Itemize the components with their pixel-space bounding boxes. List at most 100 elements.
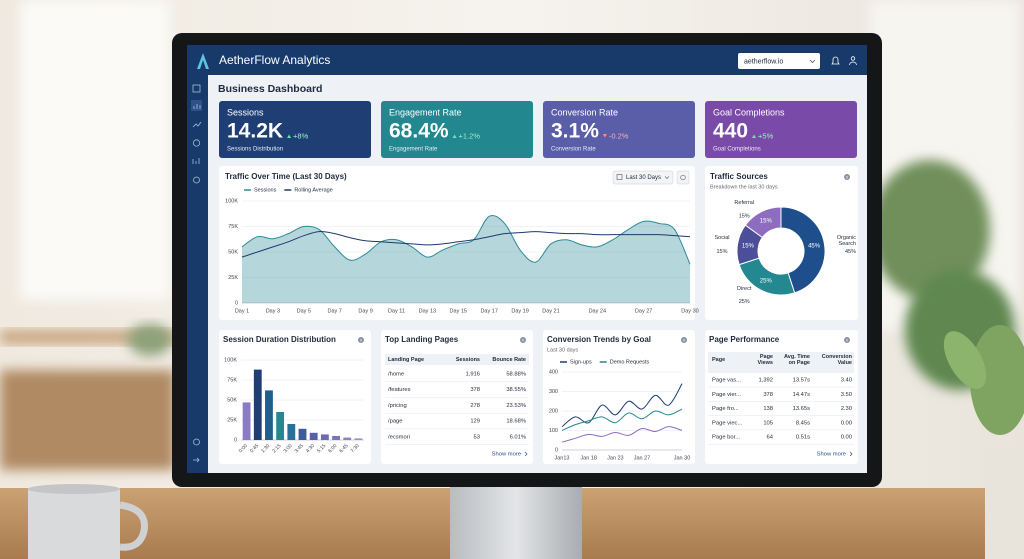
slice-label: Referral bbox=[734, 200, 754, 207]
kpi-label: Engagement Rate bbox=[389, 107, 462, 117]
column-header: Page Views bbox=[757, 354, 774, 366]
panel-title: Session Duration Distribution bbox=[223, 335, 336, 344]
slice-percent: 45% bbox=[845, 249, 856, 255]
x-tick-label: Day 19 bbox=[511, 308, 528, 314]
legend-label: Demo Requests bbox=[610, 359, 650, 365]
kpi-caption: Goal Completions bbox=[713, 147, 761, 153]
x-tick-label: Jan13 bbox=[555, 455, 570, 461]
chevron bbox=[849, 451, 853, 457]
kpi-caption: Engagement Rate bbox=[389, 147, 438, 153]
table-cell: 38.55% bbox=[506, 387, 526, 393]
column-header: Bounce Rate bbox=[492, 357, 526, 363]
bell-icon[interactable] bbox=[831, 56, 840, 65]
x-tick-label: Day 3 bbox=[266, 308, 280, 314]
legend-label: Rolling Average bbox=[294, 187, 332, 193]
column-header-box: Page Views bbox=[757, 354, 774, 366]
y-tick-label: 300 bbox=[549, 389, 558, 395]
column-header-box: Avg. Time on Page bbox=[784, 354, 810, 366]
x-tick-label: Jan 23 bbox=[607, 455, 624, 461]
kpi-trend-arrow bbox=[287, 134, 292, 138]
kpi-trend-arrow bbox=[602, 134, 607, 138]
table-cell: 0.00 bbox=[841, 420, 852, 426]
x-tick-label: Day 5 bbox=[297, 308, 311, 314]
table-cell: 3.40 bbox=[841, 378, 852, 384]
kpi-caption: Conversion Rate bbox=[551, 147, 596, 153]
line bbox=[561, 426, 683, 443]
table-cell: 1,392 bbox=[758, 378, 773, 384]
column-header: Sessions bbox=[456, 357, 480, 363]
table-cell: Page viec... bbox=[712, 420, 743, 426]
y-tick-label: 0 bbox=[555, 447, 558, 453]
x-tick-label: 7:30 bbox=[350, 443, 361, 454]
kpi-card bbox=[219, 101, 371, 158]
y-tick-label: 0 bbox=[234, 437, 237, 443]
x-tick-label: 5:15 bbox=[316, 443, 327, 454]
range-select[interactable] bbox=[612, 170, 674, 185]
account-select[interactable] bbox=[738, 53, 820, 69]
kpi-caption: Sessions Distribution bbox=[227, 147, 283, 153]
table-header-bg bbox=[708, 352, 854, 373]
y-tick-label: 100K bbox=[225, 198, 238, 204]
slice-label: Organic Search bbox=[836, 235, 856, 248]
y-tick-label: 0 bbox=[235, 300, 238, 306]
x-tick-label: Day 30 bbox=[681, 308, 698, 314]
table-cell: 0.51s bbox=[796, 435, 810, 441]
slice-label: Direct bbox=[737, 285, 752, 292]
pie-slice bbox=[744, 206, 782, 239]
slice-percent: 15% bbox=[739, 214, 750, 220]
info-icon-mark bbox=[522, 339, 524, 342]
kpi-trend-arrow bbox=[452, 134, 457, 138]
table-cell: 6.01% bbox=[510, 434, 526, 440]
x-tick-label: 6:45 bbox=[338, 443, 349, 454]
y-tick-label: 50K bbox=[227, 397, 237, 403]
panel-title: Traffic Over Time (Last 30 Days) bbox=[225, 172, 347, 181]
y-tick-label: 200 bbox=[549, 408, 558, 414]
x-tick-label: Day 21 bbox=[542, 308, 559, 314]
column-header: Conversion Value bbox=[821, 354, 852, 366]
slice-label-box: Direct bbox=[737, 285, 752, 292]
table-cell: 64 bbox=[767, 435, 774, 441]
panel-title: Top Landing Pages bbox=[385, 335, 459, 344]
kpi-value: 440 bbox=[713, 120, 748, 143]
y-tick-label: 75K bbox=[227, 377, 237, 383]
kpi-label: Goal Completions bbox=[713, 107, 785, 117]
bar bbox=[265, 390, 273, 440]
x-tick-label: Jan 30 bbox=[674, 455, 691, 461]
user-icon[interactable] bbox=[850, 56, 856, 61]
x-tick-label: Jan 27 bbox=[634, 455, 651, 461]
show-more-link[interactable]: Show more bbox=[492, 452, 521, 458]
kpi-value: 14.2K bbox=[227, 120, 283, 143]
kpi-label: Conversion Rate bbox=[551, 107, 618, 117]
panel-title: Conversion Trends by Goal bbox=[547, 335, 651, 344]
kpi-card bbox=[381, 101, 533, 158]
page-title: Business Dashboard bbox=[218, 83, 322, 95]
y-tick-label: 400 bbox=[549, 369, 558, 375]
slice-percent: 15% bbox=[716, 249, 727, 255]
table-cell: Page fro... bbox=[712, 406, 739, 412]
table-cell: 0.00 bbox=[841, 435, 852, 441]
y-tick-label: 25K bbox=[227, 417, 237, 423]
slice-percent: 25% bbox=[739, 299, 750, 305]
settings-button[interactable] bbox=[676, 170, 690, 185]
kpi-change: +8% bbox=[293, 131, 309, 140]
bar bbox=[343, 437, 352, 440]
slice-label-box: Social bbox=[715, 235, 730, 241]
info-icon-mark bbox=[846, 339, 848, 342]
table-cell: 23.53% bbox=[506, 403, 526, 409]
column-header: Landing Page bbox=[388, 357, 424, 363]
table-cell: 18.68% bbox=[506, 419, 526, 425]
line bbox=[561, 408, 683, 431]
show-more-link[interactable]: Show more bbox=[817, 452, 846, 458]
bar bbox=[320, 434, 329, 440]
x-tick-label: 1:30 bbox=[260, 443, 271, 454]
info-icon-mark bbox=[846, 176, 848, 179]
table-cell: 13.57s bbox=[793, 378, 811, 384]
brand: AetherFlow Analytics bbox=[219, 53, 330, 67]
sidebar-icons bbox=[191, 84, 202, 463]
table-cell: /home bbox=[388, 372, 404, 378]
kpi-change: +5% bbox=[758, 131, 774, 140]
kpi-value: 3.1% bbox=[551, 120, 599, 143]
x-tick-label: 4:30 bbox=[305, 443, 316, 454]
slice-label-box: Referral bbox=[734, 200, 754, 207]
